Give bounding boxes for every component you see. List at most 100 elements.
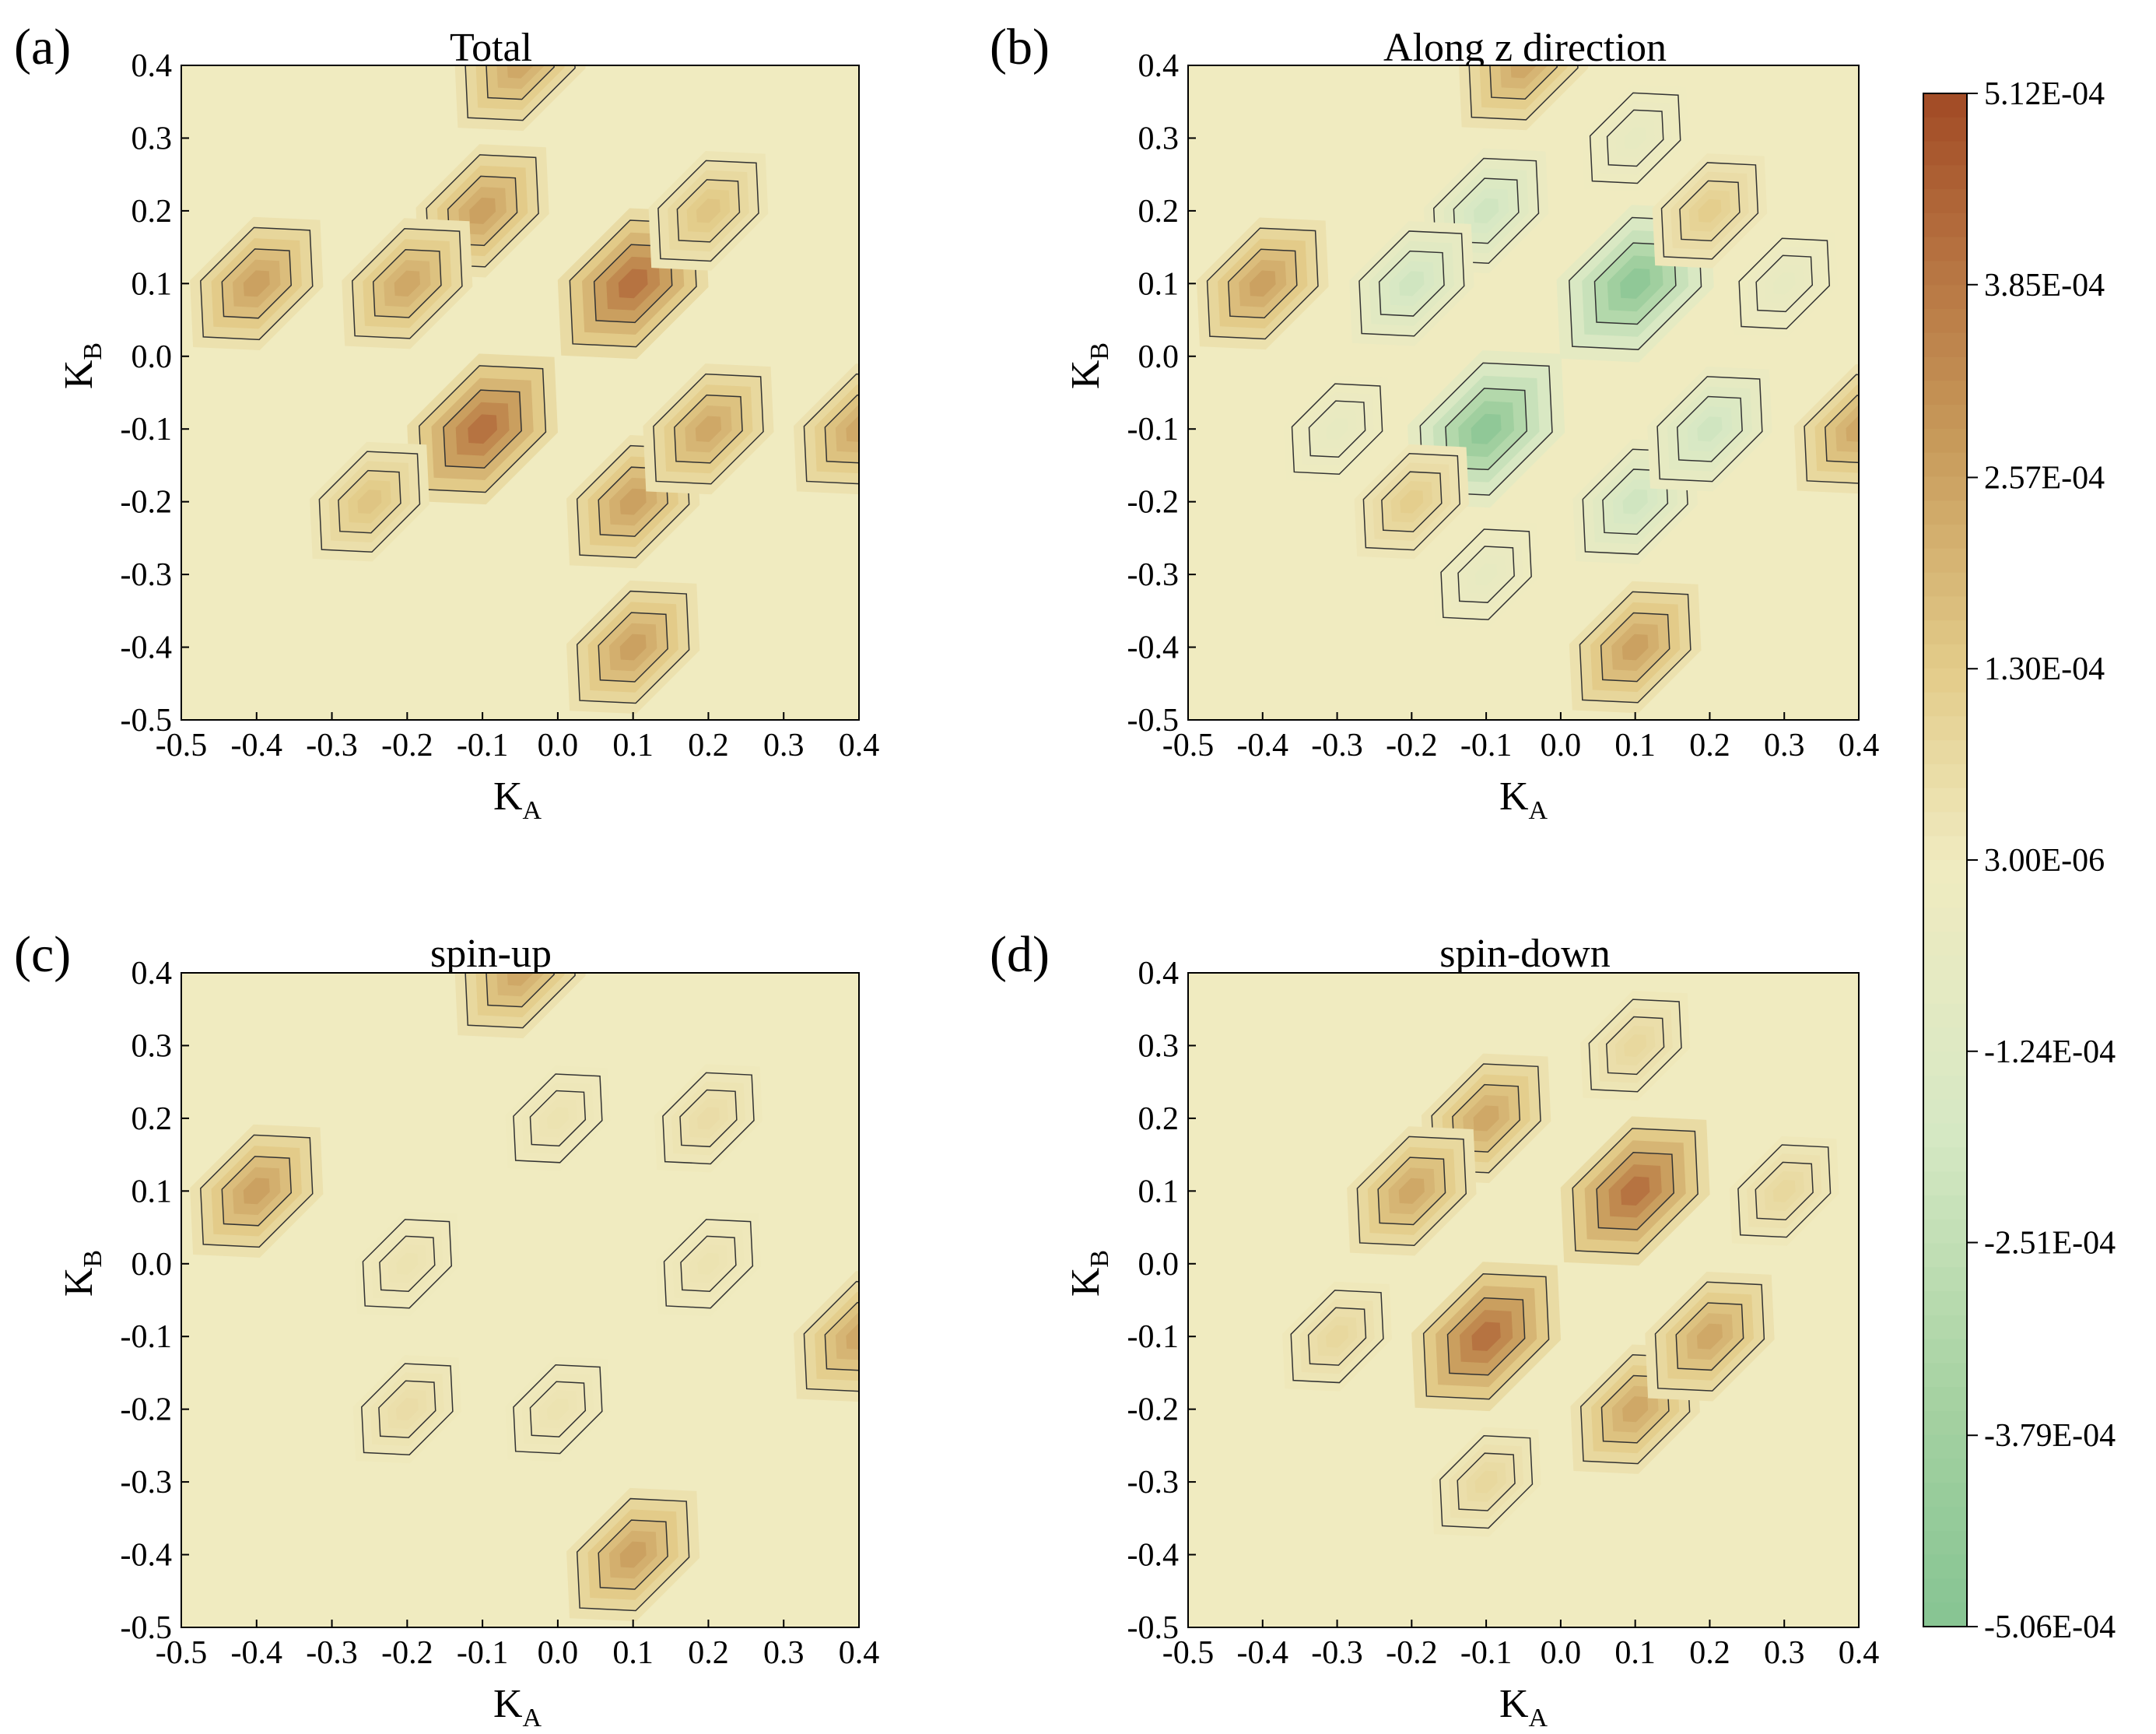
- x-tick-label: -0.2: [1386, 1635, 1438, 1671]
- peak-9: [1647, 366, 1772, 492]
- contour-level: [1620, 268, 1651, 299]
- colorbar-step: [1923, 812, 1967, 837]
- colorbar-step: [1923, 428, 1967, 454]
- colorbar-step: [1923, 1123, 1967, 1148]
- panel-title: Total: [450, 26, 532, 70]
- contour-field: [1196, 65, 1859, 714]
- y-axis-label: KB: [57, 342, 107, 389]
- contour-level: [1846, 416, 1859, 442]
- y-tick-label: -0.4: [1127, 1538, 1180, 1574]
- contour-level: [619, 634, 647, 661]
- x-axis-label-sub: A: [1529, 796, 1548, 825]
- peak-1: [566, 1487, 700, 1622]
- y-tick-label: 0.2: [131, 194, 173, 230]
- colorbar-step: [1923, 525, 1967, 549]
- peak-4: [352, 1355, 461, 1464]
- colorbar-step: [1923, 1219, 1967, 1244]
- peak-14: [1730, 230, 1839, 338]
- tick-labels: -0.5 -0.4 -0.3 -0.2 -0.1 0.0 0.1 0.2 0.3 0.4-0.5-…: [1127, 956, 1880, 1671]
- x-axis-label-sub: A: [523, 1704, 542, 1732]
- x-tick-label: -0.3: [1311, 1635, 1363, 1671]
- x-axis-label: KA: [1499, 1682, 1548, 1732]
- x-tick-label: 0.2: [1689, 728, 1730, 763]
- colorbar-step: [1923, 1339, 1967, 1364]
- plot-frame: [1187, 972, 1860, 1628]
- colorbar-step: [1923, 956, 1967, 981]
- x-tick-label: 0.3: [1764, 1635, 1805, 1671]
- colorbar-step: [1923, 1315, 1967, 1340]
- x-tick-label: 0.1: [612, 728, 654, 763]
- contour-level: [1773, 272, 1796, 295]
- colorbar-step: [1923, 452, 1967, 478]
- y-axis-label: KB: [1064, 1250, 1114, 1297]
- colorbar-step: [1923, 1507, 1967, 1532]
- x-tick-label: -0.1: [1460, 1635, 1513, 1671]
- colorbar-step: [1923, 788, 1967, 813]
- colorbar-step: [1923, 1195, 1967, 1220]
- contour-level: [1473, 198, 1499, 224]
- colorbar-step: [1923, 860, 1967, 885]
- colorbar-step: [1923, 1530, 1967, 1556]
- x-tick-label: -0.4: [231, 728, 283, 763]
- colorbar-tick-label: 1.30E-04: [1984, 651, 2105, 687]
- x-tick-label: 0.1: [1614, 728, 1656, 763]
- colorbar-step: [1923, 932, 1967, 957]
- contour-level: [1698, 198, 1722, 223]
- x-tick-label: -0.2: [1386, 728, 1438, 763]
- contour-level: [1622, 489, 1648, 514]
- tick-labels: -0.5 -0.4 -0.3 -0.2 -0.1 0.0 0.1 0.2 0.3 0.4-0.5-…: [121, 956, 880, 1671]
- y-axis-label-main: K: [57, 360, 101, 389]
- contour-level: [1398, 1178, 1425, 1204]
- peak-3: [1793, 363, 1859, 494]
- y-tick-label: 0.3: [1138, 121, 1180, 156]
- colorbar-step: [1923, 1483, 1967, 1508]
- y-tick-label: 0.4: [1138, 956, 1180, 992]
- plot-frame: [1187, 65, 1860, 721]
- colorbar-step: [1923, 93, 1967, 118]
- plot-area: [181, 972, 860, 1628]
- contour-level: [357, 490, 382, 514]
- peak-1: [1569, 581, 1702, 714]
- contour-level: [395, 1398, 419, 1421]
- colorbar: 5.12E-04 3.85E-04 2.57E-04 1.30E-04 3.00E-06…: [1923, 76, 2116, 1645]
- colorbar-tick-label: -1.24E-04: [1984, 1034, 2116, 1070]
- contour-level: [1620, 1176, 1650, 1206]
- y-tick-label: -0.5: [121, 703, 173, 739]
- peak-15: [1581, 84, 1689, 192]
- colorbar-tick-label: 3.00E-06: [1984, 843, 2105, 879]
- colorbar-step: [1923, 332, 1967, 358]
- colorbar-step: [1923, 1434, 1967, 1460]
- panel-along-z: (b) Along z direction -0.5 -0.4 -0.3 -0.2 -0…: [990, 19, 1880, 825]
- peak-10: [1354, 444, 1470, 560]
- peak-0: [190, 216, 324, 350]
- contour-field: [1282, 990, 1839, 1537]
- colorbar-tick-label: -5.06E-04: [1984, 1609, 2116, 1645]
- contour-level: [618, 269, 648, 299]
- panel-title: spin-down: [1439, 932, 1611, 976]
- colorbar-step: [1923, 1410, 1967, 1436]
- contour-level: [1474, 563, 1498, 586]
- colorbar-step: [1923, 740, 1967, 765]
- tick-labels: -0.5 -0.4 -0.3 -0.2 -0.1 0.0 0.1 0.2 0.3 0.4-0.5-…: [1127, 48, 1880, 763]
- contour-level: [546, 1398, 569, 1420]
- colorbar-step: [1923, 692, 1967, 717]
- panel-spin-up: (c) spin-up -0.5 -0.4 -0.3 -0.2 -0.1 0.0 0.1 0.…: [14, 926, 880, 1732]
- contour-level: [1510, 65, 1537, 79]
- colorbar-step: [1923, 1243, 1967, 1268]
- contour-level: [1471, 413, 1502, 444]
- contour-level: [1474, 1470, 1498, 1494]
- colorbar-step: [1923, 548, 1967, 574]
- y-tick-label: 0.1: [1138, 266, 1180, 302]
- contour-level: [396, 1252, 419, 1275]
- panel-label: (b): [990, 19, 1050, 75]
- panel-label: (c): [14, 926, 71, 983]
- colorbar-tick-label: -2.51E-04: [1984, 1226, 2116, 1262]
- peak-0: [1411, 1262, 1562, 1412]
- peak-6: [354, 1211, 460, 1317]
- y-tick-label: -0.5: [1127, 703, 1180, 739]
- contour-level: [1624, 127, 1646, 149]
- colorbar-step: [1923, 1578, 1967, 1603]
- x-tick-label: 0.3: [763, 728, 805, 763]
- colorbar-step: [1923, 1602, 1967, 1627]
- colorbar-step: [1923, 1171, 1967, 1196]
